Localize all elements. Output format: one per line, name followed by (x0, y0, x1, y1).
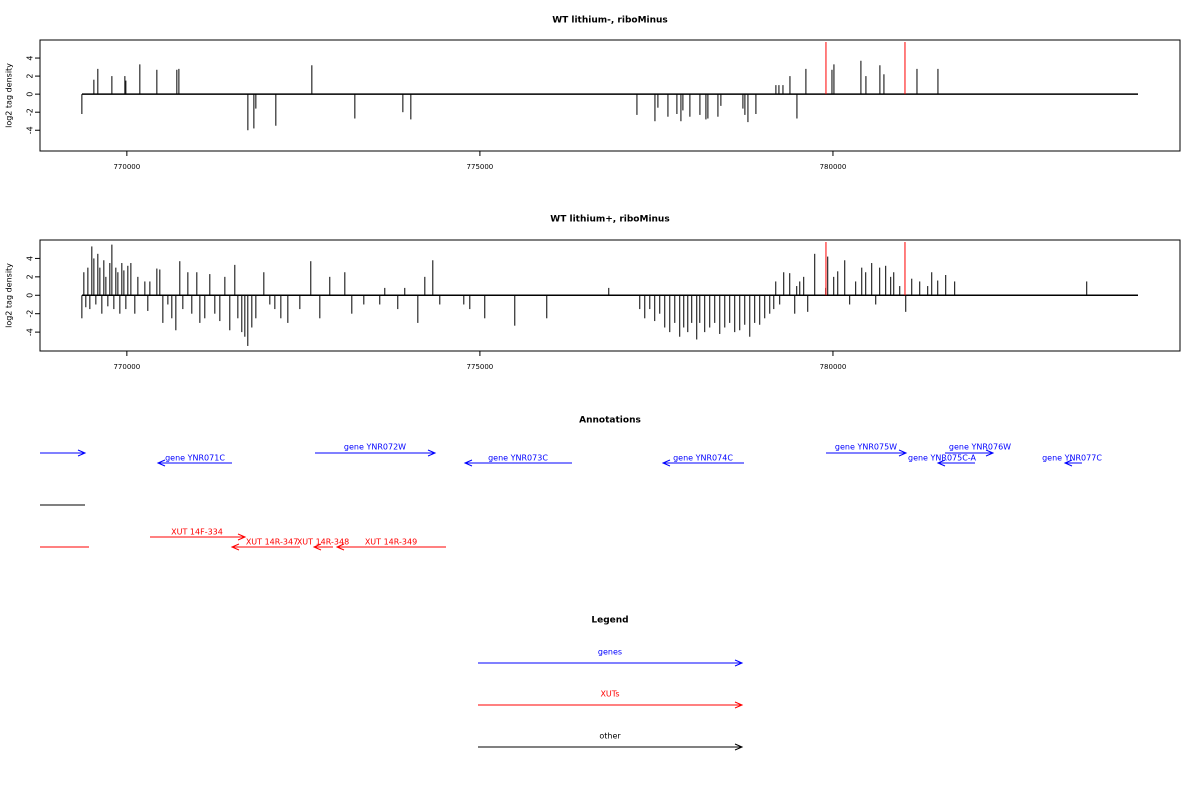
arrow-head (463, 459, 473, 467)
gene-label: gene YNR077C (1042, 454, 1102, 463)
gene-label: gene YNR075C-A (908, 454, 977, 463)
annotations-title: Annotations (579, 416, 641, 426)
arrow-head (985, 449, 995, 457)
y-tick-label: -2 (26, 108, 35, 116)
gene-label: gene YNR072W (344, 443, 406, 452)
y-tick-label: 0 (26, 92, 35, 97)
x-tick-label: 775000 (467, 363, 494, 371)
y-axis-label: log2 tag density (5, 63, 14, 128)
arrow-head (898, 449, 908, 457)
x-tick-label: 770000 (113, 363, 140, 371)
arrow-head (156, 459, 166, 467)
xut-label: XUT 14R-348 (297, 538, 349, 547)
y-tick-label: 4 (26, 256, 35, 261)
legend-label: XUTs (600, 690, 619, 699)
x-tick-label: 780000 (820, 163, 847, 171)
xut-label: XUT 14R-347 (246, 538, 298, 547)
unlabeled-features (40, 449, 89, 548)
y-tick-label: -4 (26, 328, 35, 336)
y-axis-label: log2 tag density (5, 263, 14, 328)
arrow-head (335, 543, 345, 551)
plot-frame (39, 39, 1181, 152)
chart-title: WT lithium-, riboMinus (552, 16, 668, 26)
xut-label: XUT 14R-349 (365, 538, 417, 547)
y-tick-label: -4 (26, 126, 35, 134)
arrow-head (77, 449, 87, 457)
arrow-head (661, 459, 671, 467)
y-tick-label: 4 (26, 56, 35, 61)
arrow-head (734, 701, 744, 709)
arrow-head (936, 459, 946, 467)
chart-title: WT lithium+, riboMinus (550, 215, 669, 225)
gene-label: gene YNR076W (949, 443, 1011, 452)
x-tick-label: 780000 (820, 363, 847, 371)
gene-label: gene YNR075W (835, 443, 897, 452)
arrow-head (230, 543, 240, 551)
arrow-head (734, 743, 744, 751)
y-tick-label: 2 (26, 74, 35, 79)
xut-label: XUT 14F-334 (171, 528, 223, 537)
arrow-head (1063, 459, 1073, 467)
gene-label: gene YNR073C (488, 454, 548, 463)
y-tick-label: 0 (26, 293, 35, 298)
y-tick-label: -2 (26, 310, 35, 318)
legend-label: other (599, 732, 621, 741)
arrow-head (237, 533, 247, 541)
y-tick-label: 2 (26, 274, 35, 279)
legend-title: Legend (591, 616, 628, 626)
legend-label: genes (598, 648, 622, 657)
arrow-head (427, 449, 437, 457)
gene-label: gene YNR071C (165, 454, 225, 463)
arrow-head (734, 659, 744, 667)
arrow-head (312, 543, 322, 551)
gene-label: gene YNR074C (673, 454, 733, 463)
x-tick-label: 775000 (467, 163, 494, 171)
x-tick-label: 770000 (113, 163, 140, 171)
